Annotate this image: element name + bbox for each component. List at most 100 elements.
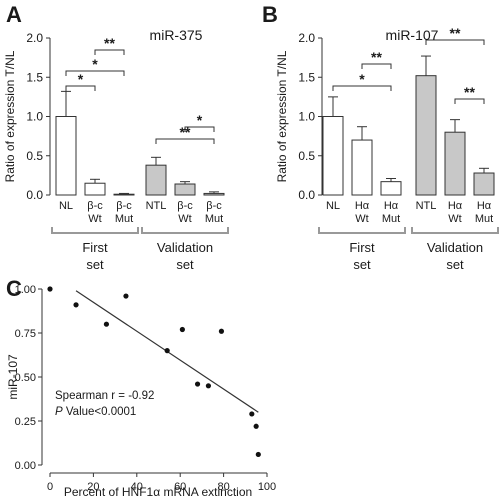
- significance-label: *: [78, 71, 84, 87]
- significance-bracket: [332, 85, 392, 91]
- group-label-line1: First: [349, 240, 375, 255]
- stat-p-value: P Value<0.0001: [55, 406, 136, 418]
- significance-bracket: [155, 138, 215, 144]
- y-tick-label: 1.0: [26, 110, 43, 124]
- category-label: Hα Mut: [475, 200, 493, 225]
- category-label: Hα Wt: [355, 200, 370, 225]
- bar: [322, 116, 344, 196]
- bar: [415, 75, 437, 196]
- category-label: Hα Wt: [448, 200, 463, 225]
- chart-title: miR-375: [150, 27, 203, 43]
- category-label: Hα Mut: [382, 200, 400, 225]
- category-label: β-c Mut: [115, 200, 133, 225]
- bar: [473, 172, 495, 196]
- y-tick-label: 1.5: [298, 70, 315, 84]
- data-point: [179, 326, 185, 333]
- group-label-line2: set: [353, 257, 371, 272]
- x-axis-label: Percent of HNF1α mRNA extinction: [64, 485, 252, 499]
- scatter-chart-c: 0.00 0.25 0.50 0.75 1.00 0 20 40 60 80 100 miR-107 P…: [6, 284, 276, 499]
- significance-bracket: [425, 39, 485, 45]
- x-tick-label: 60: [174, 481, 186, 493]
- y-tick-label: 2.0: [26, 31, 43, 45]
- y-tick-label: 1.00: [15, 284, 36, 296]
- panel-label-c: C: [6, 276, 22, 301]
- y-tick-label: 1.5: [26, 70, 43, 84]
- x-tick-label: 20: [87, 481, 99, 493]
- x-tick-label: 100: [258, 481, 276, 493]
- data-point: [73, 302, 79, 308]
- data-point: [249, 411, 255, 417]
- category-label: NL: [326, 200, 340, 212]
- y-tick-label: 0.50: [15, 372, 36, 384]
- significance-bracket: [454, 98, 485, 104]
- group-label-line1: Validation: [427, 240, 483, 255]
- panel-label-a: A: [6, 2, 22, 27]
- group-label-line2: set: [86, 257, 104, 272]
- data-point: [194, 381, 201, 387]
- y-axis-label: Ratio of expression T/NL: [3, 50, 17, 182]
- data-point: [205, 383, 212, 389]
- significance-label: **: [450, 25, 461, 41]
- y-tick-label: 0.0: [298, 188, 315, 202]
- significance-bracket: [65, 85, 96, 91]
- data-point: [47, 286, 53, 292]
- y-tick-label: 2.0: [298, 31, 315, 45]
- stat-p-letter: P: [55, 406, 63, 418]
- category-label: NTL: [416, 200, 437, 212]
- bar-chart-b: 0.0 0.5 1.0 1.5 2.0 Ratio of expression T/NL N…: [275, 25, 499, 272]
- significance-label: **: [371, 49, 382, 65]
- data-point: [255, 451, 261, 458]
- significance-label: **: [104, 35, 115, 51]
- bar: [145, 164, 167, 196]
- group-bracket: [141, 227, 229, 234]
- data-point: [123, 293, 129, 299]
- y-axis-label: miR-107: [6, 354, 20, 400]
- stat-spearman: Spearman r = -0.92: [55, 390, 154, 402]
- x-tick-label: 80: [217, 481, 229, 493]
- significance-bracket: [65, 70, 125, 76]
- y-axis-label: Ratio of expression T/NL: [275, 50, 289, 182]
- group-label-line1: Validation: [157, 240, 213, 255]
- significance-label: *: [92, 56, 98, 72]
- bar: [174, 183, 196, 196]
- y-tick-label: 0.00: [15, 460, 36, 472]
- y-tick-label: 0.75: [15, 328, 36, 340]
- panel-label-b: B: [262, 2, 278, 27]
- data-point: [103, 321, 110, 327]
- significance-label: *: [359, 71, 365, 87]
- category-label: β-c Wt: [177, 200, 193, 225]
- group-label-line2: set: [176, 257, 194, 272]
- x-tick-label: 0: [47, 481, 53, 493]
- bar: [351, 139, 373, 196]
- group-bracket: [411, 227, 499, 234]
- category-label: NTL: [146, 200, 167, 212]
- group-bracket: [318, 227, 406, 234]
- group-label-line1: First: [82, 240, 108, 255]
- bar: [203, 192, 225, 196]
- group-label-line2: set: [446, 257, 464, 272]
- significance-label: *: [197, 112, 203, 128]
- data-point: [253, 423, 259, 429]
- category-label: NL: [59, 200, 73, 212]
- stat-p-rest: Value<0.0001: [63, 406, 137, 418]
- y-tick-label: 1.0: [298, 110, 315, 124]
- data-point: [164, 348, 170, 354]
- significance-bracket: [94, 49, 125, 55]
- category-label: β-c Mut: [205, 200, 223, 225]
- x-tick-label: 40: [131, 481, 143, 493]
- significance-bracket: [361, 63, 392, 69]
- bar: [444, 131, 466, 196]
- bar-chart-a: 0.0 0.5 1.0 1.5 2.0 Ratio of expression T/NL N…: [3, 27, 229, 272]
- group-bracket: [51, 227, 139, 234]
- bar: [55, 116, 77, 196]
- data-point: [218, 328, 225, 334]
- y-tick-label: 0.5: [298, 149, 315, 163]
- bar: [113, 193, 135, 196]
- y-tick-label: 0.0: [26, 188, 43, 202]
- y-tick-label: 0.25: [15, 416, 36, 428]
- category-label: β-c Wt: [87, 200, 103, 225]
- bar: [380, 181, 402, 196]
- chart-title: miR-107: [386, 27, 439, 43]
- significance-label: **: [464, 84, 475, 100]
